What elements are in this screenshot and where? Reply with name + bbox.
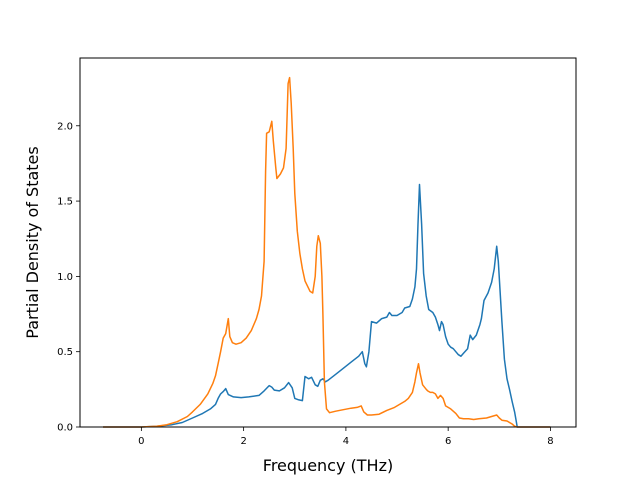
series-line-2 (103, 76, 551, 428)
y-axis: 0.0 0.5 1.0 1.5 2.0 (57, 121, 80, 434)
y-tick-label: 0.0 (57, 423, 73, 434)
y-axis-label: Partial Density of States (23, 146, 42, 338)
x-tick-label: 8 (547, 436, 553, 447)
plot-background (80, 58, 576, 427)
series-layer (103, 76, 551, 428)
x-tick-label: 6 (445, 436, 451, 447)
x-axis: 0 2 4 6 8 (138, 427, 554, 447)
x-tick-label: 0 (138, 436, 144, 447)
series-line-1 (103, 183, 551, 428)
y-tick-label: 2.0 (57, 121, 73, 132)
plot-frame (79, 57, 577, 428)
x-tick-label: 2 (240, 436, 246, 447)
y-tick-label: 1.5 (57, 197, 73, 208)
y-tick-label: 1.0 (57, 272, 73, 283)
y-tick-label: 0.5 (57, 347, 73, 358)
x-axis-label: Frequency (THz) (263, 456, 393, 475)
x-tick-label: 4 (343, 436, 349, 447)
